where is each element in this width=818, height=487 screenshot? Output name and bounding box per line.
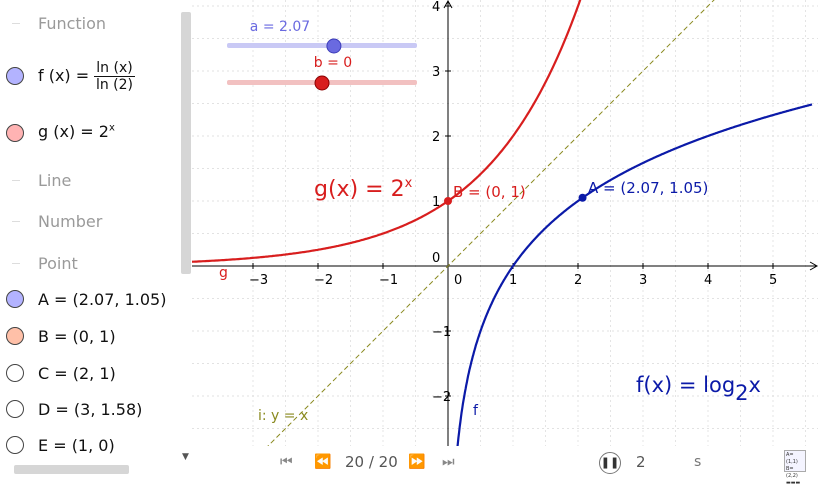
last-frame-icon[interactable]: ⏭ bbox=[442, 454, 455, 470]
y-tick-label: 3 bbox=[432, 65, 440, 80]
algebra-item-g[interactable]: g (x) = 2x bbox=[0, 120, 180, 146]
y-tick-label: 1 bbox=[432, 195, 440, 210]
algebra-item-point[interactable]: D = (3, 1.58) bbox=[0, 398, 180, 422]
slider-a[interactable]: a = 2.07 bbox=[227, 19, 417, 54]
category-line[interactable]: Line bbox=[0, 169, 180, 191]
x-tick-label: 3 bbox=[639, 273, 647, 288]
playback-bar: ⏮ ⏪ 20 / 20 ⏩ ⏭ ❚❚ 2 s A=(1,1) B=(2,2) ▬▬▬ bbox=[192, 446, 818, 486]
visibility-toggle-f[interactable] bbox=[6, 67, 24, 85]
vertical-scrollbar[interactable] bbox=[181, 12, 191, 274]
category-function[interactable]: Function bbox=[0, 12, 180, 34]
label-point-A: A = (2.07, 1.05) bbox=[588, 179, 708, 197]
algebra-view: Function f (x) = ln (x) ln (2) g (x) = 2… bbox=[0, 0, 192, 480]
point-definition: C = (2, 1) bbox=[38, 364, 116, 383]
x-tick-label: 0 bbox=[454, 273, 462, 288]
x-axis-arrow-icon bbox=[809, 261, 818, 271]
point-A[interactable] bbox=[578, 193, 587, 202]
slider-a-knob[interactable] bbox=[326, 38, 342, 54]
y-tick-label: −1 bbox=[432, 325, 451, 340]
category-label: Line bbox=[38, 170, 72, 190]
expand-mark-icon bbox=[12, 180, 20, 181]
category-point[interactable]: Point bbox=[0, 252, 180, 274]
expand-mark-icon bbox=[12, 221, 20, 222]
algebra-item-point[interactable]: A = (2.07, 1.05) bbox=[0, 288, 180, 312]
algebra-item-f[interactable]: f (x) = ln (x) ln (2) bbox=[0, 56, 180, 96]
slider-a-label: a = 2.07 bbox=[250, 19, 310, 35]
f-fraction: ln (x) ln (2) bbox=[94, 60, 135, 93]
label-g: g bbox=[219, 265, 228, 281]
function-f-definition: f (x) = ln (x) ln (2) bbox=[38, 60, 135, 93]
slider-b-label: b = 0 bbox=[314, 55, 352, 71]
x-tick-label: 1 bbox=[509, 273, 517, 288]
g-exponent: x bbox=[108, 122, 115, 134]
first-frame-icon[interactable]: ⏮ bbox=[280, 454, 293, 470]
caption-f: f(x) = log2x bbox=[636, 373, 761, 405]
visibility-toggle-point[interactable] bbox=[6, 436, 24, 454]
y-tick-label: 2 bbox=[432, 130, 440, 145]
algebra-input-icon[interactable]: A=(1,1) B=(2,2) ▬▬▬ bbox=[784, 450, 806, 486]
label-line-i: i: y = x bbox=[258, 408, 308, 424]
visibility-toggle-point[interactable] bbox=[6, 327, 24, 345]
algebra-item-point[interactable]: B = (0, 1) bbox=[0, 325, 180, 349]
x-tick-label: 2 bbox=[574, 273, 582, 288]
frame-counter: 20 / 20 bbox=[345, 453, 398, 471]
function-g-definition: g (x) = 2x bbox=[38, 122, 115, 141]
visibility-toggle-point[interactable] bbox=[6, 400, 24, 418]
curve-f[interactable] bbox=[456, 103, 813, 446]
category-label: Number bbox=[38, 211, 103, 231]
point-definition: E = (1, 0) bbox=[38, 436, 115, 455]
curve-g[interactable] bbox=[192, 0, 582, 263]
tick-labels: −3 −2 −1 0 1 2 3 4 5 4 3 2 1 −1 −2 0 bbox=[249, 0, 777, 405]
category-number[interactable]: Number bbox=[0, 210, 180, 232]
scroll-down-arrow-icon[interactable]: ▼ bbox=[182, 452, 189, 462]
slider-b[interactable]: b = 0 bbox=[227, 55, 417, 91]
speed-value[interactable]: 2 bbox=[636, 453, 646, 471]
origin-label: 0 bbox=[432, 251, 440, 266]
visibility-toggle-g[interactable] bbox=[6, 124, 24, 142]
point-definition: A = (2.07, 1.05) bbox=[38, 290, 167, 309]
x-tick-label: −2 bbox=[314, 273, 333, 288]
x-tick-label: 5 bbox=[769, 273, 777, 288]
y-tick-label: 4 bbox=[432, 0, 440, 15]
visibility-toggle-point[interactable] bbox=[6, 290, 24, 308]
point-definition: D = (3, 1.58) bbox=[38, 400, 143, 419]
g-text: g (x) = 2 bbox=[38, 122, 109, 141]
point-B[interactable] bbox=[444, 197, 452, 205]
slider-b-knob[interactable] bbox=[314, 75, 330, 91]
algebra-item-point[interactable]: C = (2, 1) bbox=[0, 362, 180, 386]
label-f: f bbox=[473, 403, 479, 419]
algebra-item-point[interactable]: E = (1, 0) bbox=[0, 434, 180, 458]
category-label: Function bbox=[38, 13, 107, 33]
x-tick-label: 4 bbox=[704, 273, 712, 288]
collapse-mark-icon bbox=[12, 23, 20, 24]
x-tick-label: −3 bbox=[249, 273, 268, 288]
category-label: Point bbox=[38, 253, 78, 273]
slider-a-track[interactable] bbox=[227, 43, 417, 48]
f-prefix: f (x) = bbox=[38, 66, 90, 85]
point-definition: B = (0, 1) bbox=[38, 327, 116, 346]
visibility-toggle-point[interactable] bbox=[6, 364, 24, 382]
x-tick-label: −1 bbox=[379, 273, 398, 288]
horizontal-scrollbar[interactable] bbox=[14, 465, 129, 474]
grid bbox=[192, 0, 818, 446]
label-point-B: B = (0, 1) bbox=[453, 183, 526, 201]
collapse-mark-icon bbox=[12, 263, 20, 264]
y-tick-label: −2 bbox=[432, 390, 451, 405]
f-denominator: ln (2) bbox=[95, 77, 133, 93]
speed-unit: s bbox=[694, 454, 702, 470]
graphics-view[interactable]: −3 −2 −1 0 1 2 3 4 5 4 3 2 1 −1 −2 0 A = (2.07, 1.05) B… bbox=[192, 0, 818, 446]
f-numerator: ln (x) bbox=[94, 60, 135, 77]
caption-g: g(x) = 2x bbox=[314, 176, 413, 202]
previous-frame-icon[interactable]: ⏪ bbox=[314, 454, 332, 470]
pause-button[interactable]: ❚❚ bbox=[599, 452, 621, 474]
next-frame-icon[interactable]: ⏩ bbox=[408, 454, 426, 470]
